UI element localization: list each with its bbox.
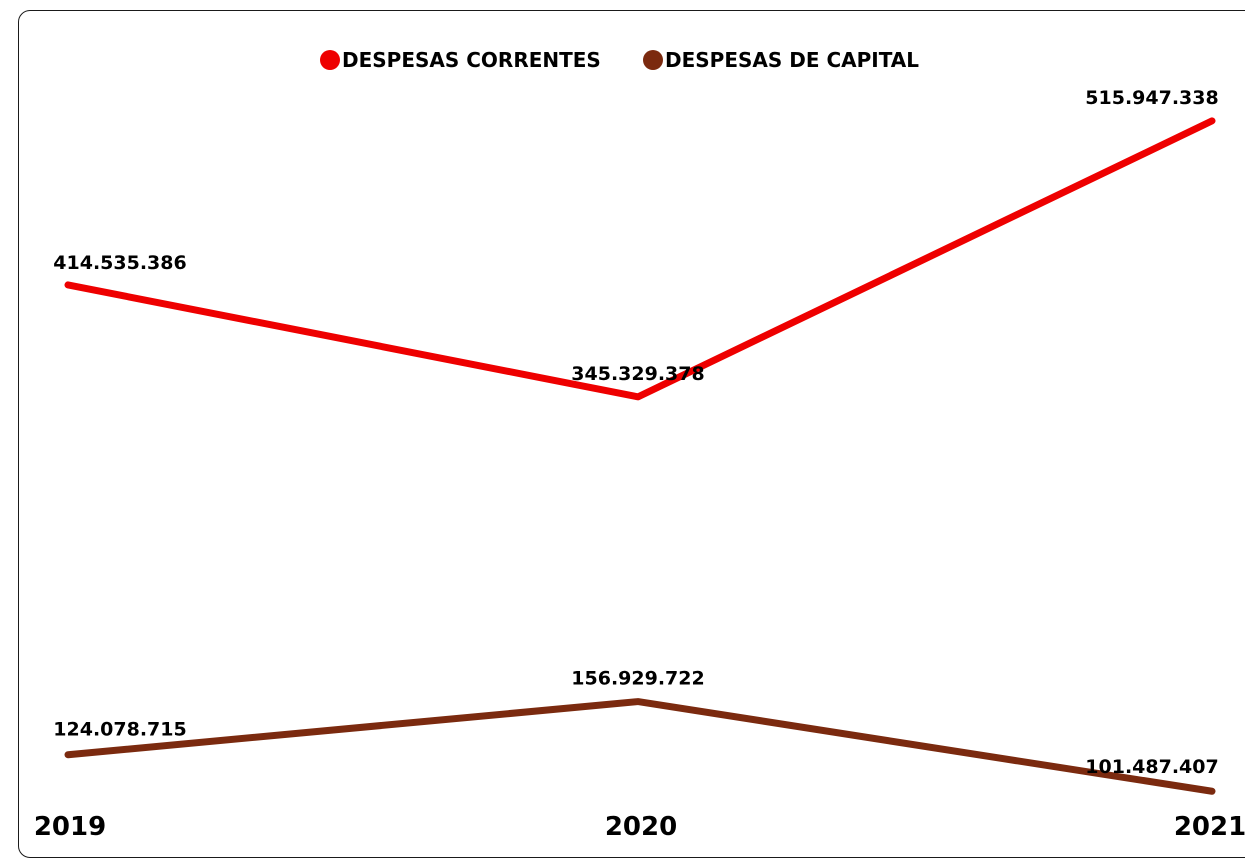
legend-label: DESPESAS DE CAPITAL — [665, 48, 919, 72]
legend-marker-icon — [320, 50, 340, 70]
data-label: 414.535.386 — [53, 252, 186, 274]
x-tick-label: 2021 — [1174, 812, 1245, 842]
x-tick-label: 2020 — [605, 812, 677, 842]
data-label: 156.929.722 — [571, 668, 704, 690]
series-line-1 — [64, 117, 1216, 401]
chart-frame — [18, 10, 1245, 858]
legend-label: DESPESAS CORRENTES — [342, 48, 601, 72]
data-label: 124.078.715 — [53, 719, 186, 741]
data-label: 345.329.378 — [571, 363, 704, 385]
legend: DESPESAS CORRENTES DESPESAS DE CAPITAL — [320, 48, 919, 72]
data-label: 515.947.338 — [1085, 87, 1218, 109]
x-axis-ticks: 2019 2020 2021 — [34, 812, 1245, 842]
x-tick-label: 2019 — [34, 812, 106, 842]
legend-marker-icon — [643, 50, 663, 70]
series-line-2 — [64, 698, 1216, 795]
data-label: 101.487.407 — [1085, 756, 1218, 778]
data-labels: 414.535.386 345.329.378 515.947.338 124.078… — [53, 87, 1218, 778]
series-lines — [64, 117, 1216, 795]
